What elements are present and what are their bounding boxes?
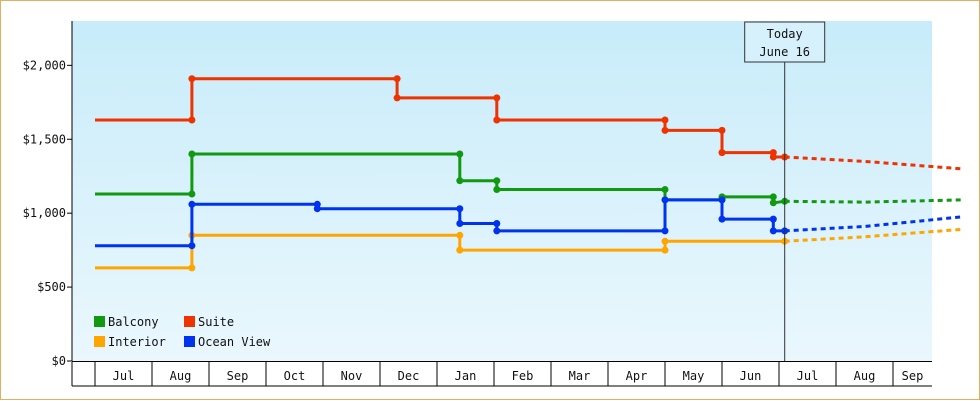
data-point — [188, 190, 196, 198]
data-point — [661, 227, 669, 235]
data-point — [661, 186, 669, 193]
forecast-line-ocean-view — [784, 215, 962, 233]
data-point — [718, 149, 726, 157]
data-point — [718, 215, 726, 223]
y-tick-label: $500 — [37, 280, 66, 294]
y-tick-label: $0 — [52, 354, 66, 368]
today-marker: Today June 16 — [744, 21, 826, 361]
today-date: June 16 — [759, 45, 810, 59]
data-point — [456, 205, 464, 213]
forecast-line-suite — [784, 155, 962, 171]
data-point — [718, 126, 726, 134]
legend-label: Suite — [198, 315, 234, 329]
data-point — [493, 177, 501, 185]
data-point — [769, 215, 777, 223]
series-layer — [95, 75, 962, 272]
series-ocean-view — [95, 196, 962, 250]
data-point — [493, 220, 501, 227]
data-point — [393, 75, 401, 83]
data-point — [188, 242, 196, 250]
data-point — [456, 177, 464, 185]
forecast-line-balcony — [784, 198, 962, 204]
legend-label: Balcony — [108, 315, 159, 329]
x-tick-label: May — [683, 369, 705, 383]
data-point — [313, 205, 321, 213]
x-tick-label: Feb — [512, 369, 534, 383]
legend-item-balcony: Balcony — [94, 315, 159, 329]
x-tick-label: Mar — [569, 369, 591, 383]
data-point — [188, 264, 196, 272]
data-point — [769, 227, 777, 235]
data-point — [493, 94, 501, 102]
x-tick-label: Jul — [113, 369, 135, 383]
y-tick-label: $1,000 — [23, 206, 66, 220]
data-point — [493, 227, 501, 235]
data-point — [188, 150, 196, 158]
y-tick-label: $2,000 — [23, 58, 66, 72]
data-point — [456, 220, 464, 227]
x-tick-label: Sep — [227, 369, 249, 383]
data-point — [456, 150, 464, 158]
data-point — [661, 196, 669, 204]
x-tick-label: Aug — [854, 369, 876, 383]
x-tick-label: Dec — [398, 369, 420, 383]
x-tick-label: Oct — [284, 369, 306, 383]
x-tick-label: Nov — [341, 369, 363, 383]
legend-swatch — [184, 336, 195, 347]
series-line-suite — [95, 77, 785, 159]
data-point — [661, 116, 669, 124]
data-point — [661, 126, 669, 134]
today-label: Today — [767, 27, 803, 41]
x-tick-label: Jan — [455, 369, 477, 383]
series-balcony — [95, 150, 962, 207]
series-line-balcony — [95, 152, 785, 205]
x-tick-label: Jun — [740, 369, 762, 383]
data-point — [456, 246, 464, 254]
y-tick-label: $1,500 — [23, 132, 66, 146]
today-label-box — [744, 21, 826, 63]
legend-label: Interior — [108, 335, 166, 349]
data-point — [769, 153, 777, 161]
data-point — [393, 94, 401, 102]
x-tick-label: Sep — [902, 369, 924, 383]
data-point — [718, 196, 726, 204]
axes: $0 $500 $1,000 $1,500 $2,000 Jul Aug Sep Oct Nov D… — [23, 21, 932, 387]
data-point — [769, 193, 777, 201]
data-point — [493, 186, 501, 193]
forecast-line-interior — [784, 227, 962, 243]
legend-swatch — [94, 336, 105, 347]
legend: Balcony Suite Interior Ocean View — [94, 315, 271, 349]
data-point — [769, 199, 777, 207]
x-tick-label: Jul — [797, 369, 819, 383]
data-point — [661, 246, 669, 254]
data-point — [188, 75, 196, 83]
series-line-ocean-view — [95, 198, 785, 248]
x-tick-label: Apr — [626, 369, 648, 383]
legend-item-suite: Suite — [184, 315, 234, 329]
legend-item-ocean-view: Ocean View — [184, 335, 271, 349]
data-point — [188, 200, 196, 208]
legend-label: Ocean View — [198, 335, 271, 349]
data-point — [661, 237, 669, 245]
data-point — [493, 116, 501, 124]
data-point — [188, 116, 196, 124]
legend-swatch — [184, 316, 195, 327]
legend-item-interior: Interior — [94, 335, 166, 349]
series-suite — [95, 75, 962, 171]
legend-swatch — [94, 316, 105, 327]
data-point — [456, 231, 464, 239]
x-tick-label: Aug — [170, 369, 192, 383]
